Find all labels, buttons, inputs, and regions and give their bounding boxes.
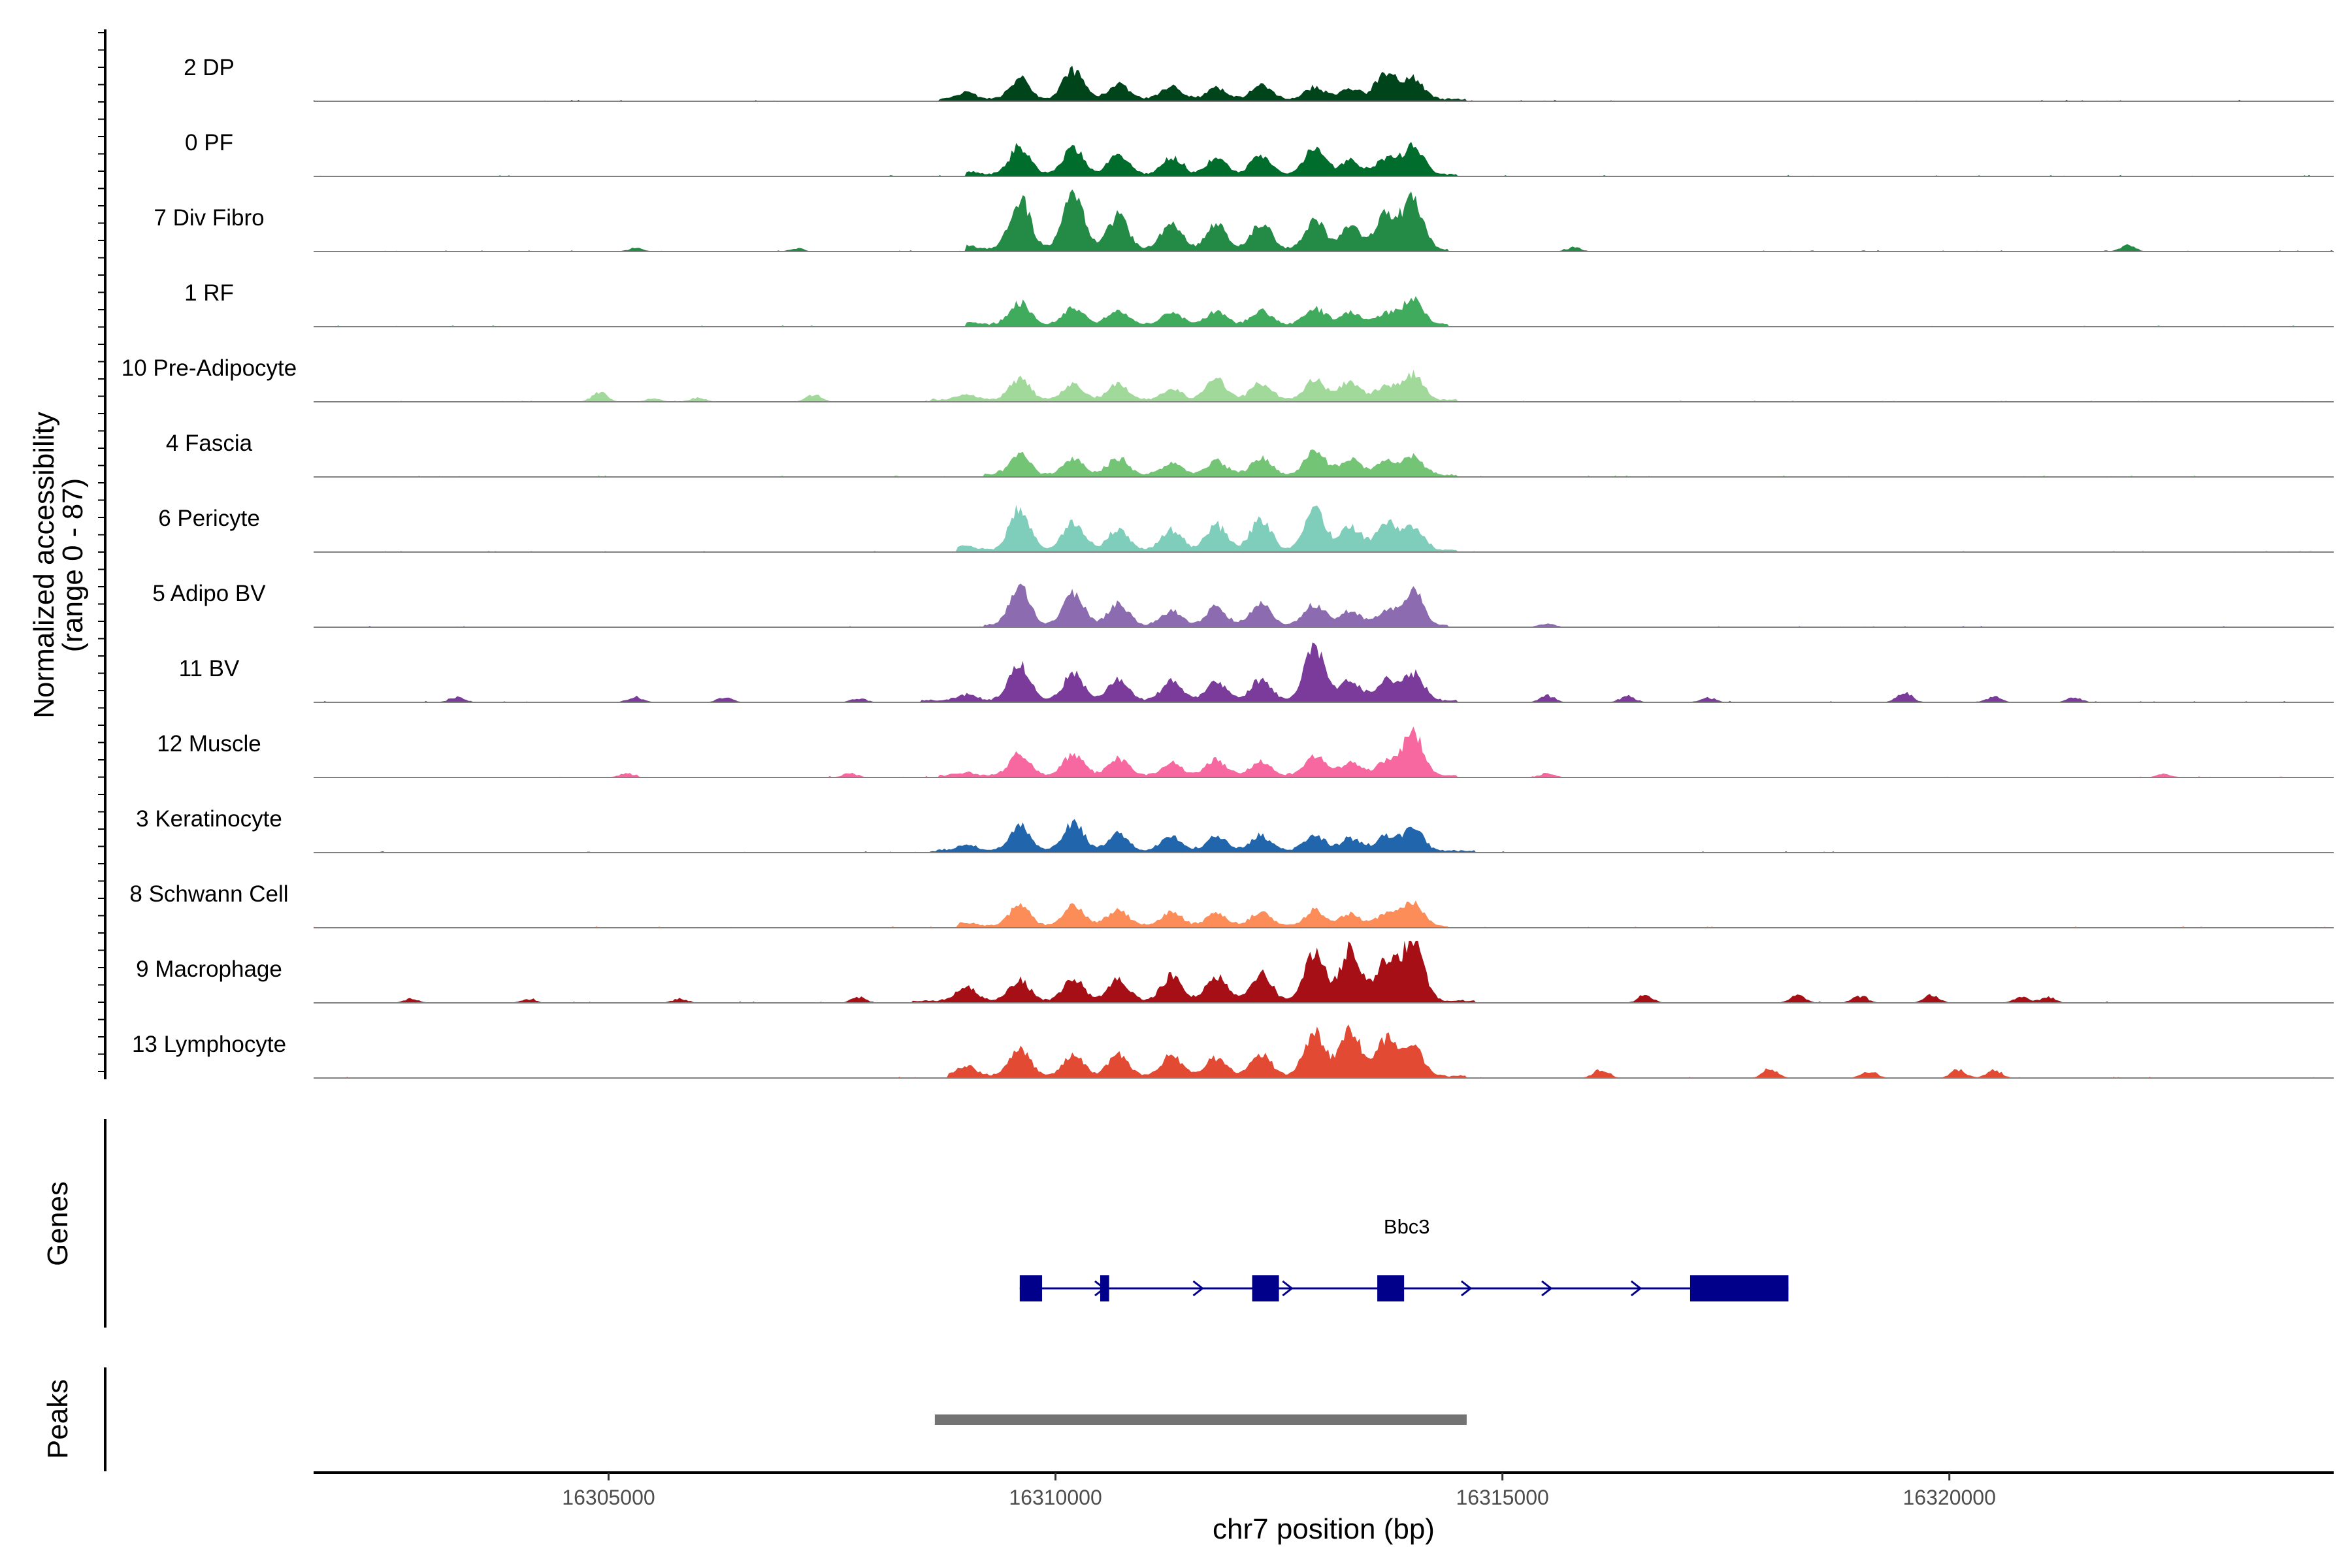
track-label: 11 BV [179,656,240,681]
track-4-fascia: 4 Fascia [166,431,2334,478]
strand-arrow [1630,1280,1642,1297]
track-label: 3 Keratinocyte [136,806,282,832]
y-axis-ticks [98,32,105,1072]
track-label: 4 Fascia [166,431,253,456]
coverage-area [314,142,2334,176]
peaks-panel-title: Peaks [42,1379,74,1459]
track-label: 0 PF [185,130,233,155]
coverage-tracks: 2 DP 0 PF 7 Div Fibro 1 RF 10 Pre-Adipocyte 4… [122,55,2334,1079]
track-2-dp: 2 DP [184,55,2334,102]
track-11-bv: 11 BV [179,642,2334,703]
track-5-adipo-bv: 5 Adipo BV [152,581,2334,628]
coverage-area [314,642,2334,702]
coverage-area [314,449,2334,477]
track-label: 12 Muscle [157,731,261,757]
track-13-lymphocyte: 13 Lymphocyte [132,1024,2334,1079]
track-7-div-fibro: 7 Div Fibro [154,189,2334,252]
gene-exon [1377,1275,1405,1301]
track-9-macrophage: 9 Macrophage [136,941,2334,1004]
coverage-area [314,583,2334,627]
coverage-area [314,504,2334,552]
gene-name-label: Bbc3 [1384,1215,1430,1238]
coverage-area [314,819,2334,853]
track-label: 1 RF [184,280,234,306]
gene-exon [1019,1275,1043,1301]
track-label: 2 DP [184,55,235,80]
coverage-area [314,941,2334,1003]
x-tick-label: 16315000 [1456,1486,1548,1509]
track-label: 5 Adipo BV [152,581,266,606]
x-tick-label: 16305000 [562,1486,655,1509]
strand-arrow [1460,1280,1473,1297]
gene-model: Bbc3 [1019,1215,1789,1301]
x-axis-title: chr7 position (bp) [1213,1513,1435,1545]
coverage-area [314,1024,2334,1078]
y-axis-title: Normalized accessibility [28,412,60,718]
x-tick-label: 16320000 [1903,1486,1996,1509]
coverage-area [314,189,2334,252]
strand-arrow [1192,1280,1204,1297]
gene-exon [1252,1275,1279,1301]
track-10-pre-adipocyte: 10 Pre-Adipocyte [122,355,2334,402]
peak-regions [934,1414,1467,1425]
track-6-pericyte: 6 Pericyte [158,504,2334,553]
track-1-rf: 1 RF [184,280,2334,327]
coverage-area [314,65,2334,101]
track-3-keratinocyte: 3 Keratinocyte [136,806,2334,853]
coverage-area [314,727,2334,777]
track-label: 8 Schwann Cell [129,881,288,907]
coverage-area [314,296,2334,327]
peak-region [934,1414,1467,1425]
track-label: 9 Macrophage [136,956,282,982]
track-0-pf: 0 PF [185,130,2334,177]
coverage-area [314,900,2334,928]
strand-arrow [1094,1280,1106,1297]
strand-arrow [1282,1280,1294,1297]
coverage-area [314,369,2334,402]
track-label: 6 Pericyte [158,506,260,531]
x-tick-label: 16310000 [1009,1486,1102,1509]
strand-arrow [1541,1280,1553,1297]
track-label: 13 Lymphocyte [132,1032,286,1057]
genes-panel-title: Genes [42,1181,74,1266]
track-label: 7 Div Fibro [154,205,264,231]
track-8-schwann-cell: 8 Schwann Cell [129,881,2334,928]
y-axis-title-range: (range 0 - 87) [57,478,89,653]
track-12-muscle: 12 Muscle [157,727,2334,778]
track-label: 10 Pre-Adipocyte [122,355,297,381]
gene-exon [1690,1275,1789,1301]
x-axis-ticks: 16305000 16310000 16315000 16320000 [562,1473,1996,1509]
